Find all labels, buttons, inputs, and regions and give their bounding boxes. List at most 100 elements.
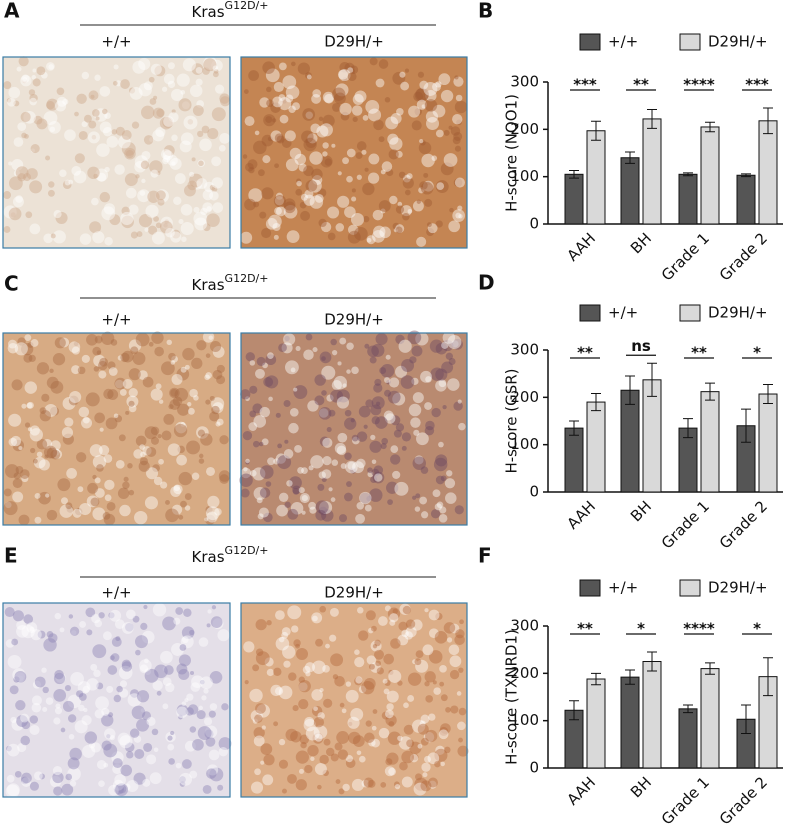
cell — [189, 770, 198, 779]
cell — [207, 495, 220, 509]
cell — [277, 455, 292, 470]
cell — [259, 487, 271, 498]
cell — [421, 762, 431, 772]
cell — [14, 342, 28, 356]
error-bar — [625, 151, 635, 164]
cell — [303, 718, 317, 732]
cell — [305, 671, 311, 677]
cell — [381, 711, 390, 720]
cell — [284, 335, 290, 342]
cell — [168, 758, 175, 765]
cell — [59, 337, 70, 348]
cell — [339, 337, 347, 345]
cell — [186, 693, 194, 701]
cell — [184, 698, 189, 703]
cell — [26, 401, 34, 409]
cell — [249, 360, 256, 366]
cell — [428, 609, 440, 621]
x-tick-label: AAH — [563, 497, 599, 533]
cell — [171, 642, 185, 656]
cell — [361, 680, 375, 695]
cell — [150, 388, 163, 401]
cell — [89, 444, 103, 458]
cell — [365, 99, 380, 114]
cell — [162, 157, 169, 165]
cell — [298, 768, 305, 774]
cell — [143, 604, 148, 610]
cell — [351, 436, 360, 445]
cell — [253, 201, 260, 208]
cell — [384, 97, 391, 103]
cell — [362, 215, 370, 223]
significance-label: ** — [691, 344, 707, 362]
cell — [117, 732, 131, 746]
cell — [273, 234, 279, 240]
cell — [180, 635, 194, 649]
cell — [370, 662, 381, 673]
cell — [345, 689, 359, 703]
cell — [49, 368, 54, 374]
cell — [177, 403, 190, 416]
cell — [395, 205, 405, 214]
cell — [439, 726, 449, 736]
cell — [114, 774, 126, 786]
cell — [422, 180, 434, 192]
cell — [318, 506, 328, 516]
cell — [194, 217, 208, 231]
cell — [284, 360, 299, 375]
cell — [184, 740, 196, 752]
cell — [69, 626, 80, 636]
cell — [425, 376, 432, 383]
cell — [390, 415, 401, 426]
cell — [189, 670, 195, 676]
cell — [373, 119, 384, 131]
cell — [329, 634, 337, 642]
cell — [411, 753, 419, 761]
bar — [620, 676, 640, 769]
cell — [276, 135, 285, 144]
cell — [336, 389, 350, 403]
cell — [441, 341, 449, 349]
cell — [286, 230, 300, 244]
cell — [209, 670, 223, 684]
cell — [161, 361, 175, 376]
cell — [291, 61, 296, 67]
cell — [253, 140, 267, 155]
cell — [103, 743, 118, 758]
cell — [28, 354, 36, 363]
cell — [17, 337, 26, 346]
cell — [244, 198, 256, 211]
cell — [171, 229, 181, 239]
cell — [242, 154, 248, 159]
cell — [205, 506, 220, 521]
cell — [240, 389, 251, 400]
cell — [153, 747, 159, 753]
cell — [139, 444, 145, 450]
cell — [404, 68, 410, 73]
cell — [415, 87, 429, 101]
cell — [78, 693, 87, 701]
cell — [326, 427, 332, 433]
cell — [282, 645, 296, 659]
cell — [86, 678, 99, 691]
cell — [191, 157, 196, 162]
cell — [189, 173, 203, 188]
cell — [193, 180, 203, 190]
cell — [322, 769, 329, 777]
cell — [115, 459, 125, 469]
significance-label: *** — [745, 76, 769, 94]
cell — [153, 95, 158, 100]
cell — [321, 509, 334, 522]
cell — [290, 730, 302, 743]
cell — [166, 339, 172, 346]
cell — [392, 470, 401, 480]
cell — [454, 634, 465, 646]
panel-label: E — [4, 544, 18, 568]
cell — [115, 636, 121, 642]
cell — [432, 82, 442, 92]
panel-label: A — [4, 0, 20, 23]
cell — [98, 780, 105, 787]
cell — [250, 469, 257, 477]
cell — [327, 232, 336, 241]
cell — [41, 667, 47, 673]
